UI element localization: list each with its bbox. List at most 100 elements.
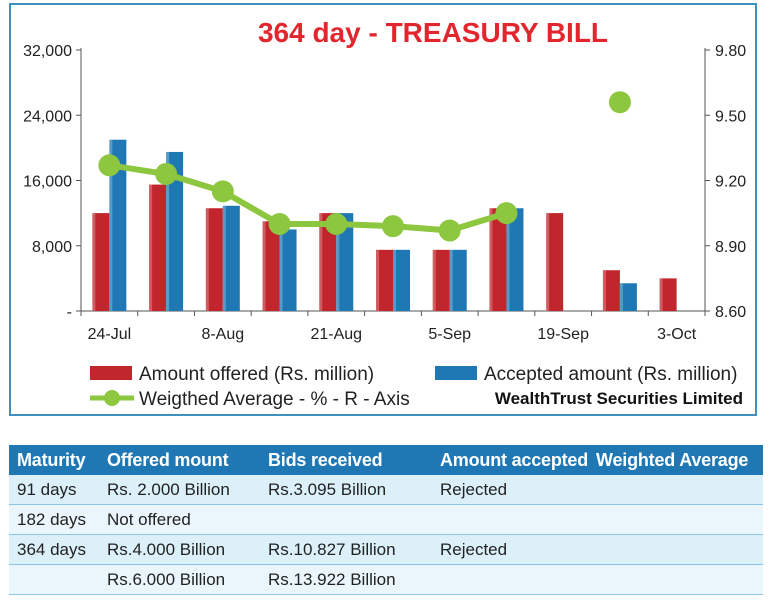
table-cell	[260, 504, 432, 535]
table-header-cell: Offered mount	[107, 449, 229, 470]
bar-amount-offered	[262, 221, 280, 311]
bar-highlight	[262, 221, 266, 311]
table-cell: Not offered	[99, 504, 260, 535]
weighted-average-point	[155, 162, 178, 185]
left-axis-tick-label: -	[67, 304, 72, 321]
bar-highlight	[109, 139, 113, 311]
table-body: 91 days Rs. 2.000 Billion Rs.3.095 Billion…	[9, 475, 763, 595]
bar-highlight	[432, 249, 436, 311]
right-axis-tick-label: 8.90	[715, 239, 746, 256]
weighted-average-point	[268, 213, 291, 235]
right-axis-tick-label: 9.50	[715, 108, 746, 125]
auction-table: Maturity Offered mount Bids received Amount…	[9, 445, 763, 595]
table-header-row: Maturity Offered mount Bids received Amount…	[9, 445, 763, 475]
bar-amount-offered	[149, 184, 167, 311]
bar-highlight	[449, 249, 453, 311]
bar-accepted-amount	[506, 208, 524, 311]
bar-highlight	[393, 249, 396, 311]
treasury-bill-chart: 364 day - TREASURY BILL - 8,000 16,000 24,0…	[23, 17, 746, 410]
chart-panel: 364 day - TREASURY BILL - 8,000 16,000 24,0…	[9, 3, 757, 416]
table-header-cell: Maturity	[17, 449, 86, 470]
chart-bars	[92, 139, 677, 311]
bar-highlight	[222, 205, 226, 311]
table-cell	[9, 564, 99, 595]
bar-amount-offered	[92, 213, 110, 311]
table-cell: Rs.6.000 Billion	[99, 564, 260, 595]
bar-highlight	[659, 278, 663, 311]
left-axis-tick-label: 32,000	[23, 43, 72, 60]
bar-highlight	[376, 249, 379, 311]
right-axis-tick-label: 8.60	[715, 304, 746, 321]
weighted-average-point	[211, 180, 234, 203]
x-axis-tick-label: 8-Aug	[201, 326, 244, 343]
table-cell	[588, 564, 763, 595]
bar-highlight	[336, 213, 340, 311]
table-row: Rs.6.000 Billion Rs.13.922 Billion	[9, 564, 763, 595]
right-axis-tick-label: 9.80	[715, 43, 746, 60]
weighted-average-point	[98, 154, 121, 177]
legend-label-accepted-amount: Accepted amount (Rs. million)	[484, 364, 737, 385]
table-cell	[588, 504, 763, 535]
table-header-cell: Bids received	[268, 449, 383, 470]
chart-legend: Amount offered (Rs. million) Accepted amo…	[90, 364, 737, 410]
bar-amount-offered	[659, 278, 677, 311]
bar-highlight	[92, 213, 96, 311]
x-axis-tick-label: 3-Oct	[657, 326, 697, 343]
bar-highlight	[489, 208, 493, 311]
bar-accepted-amount	[109, 139, 127, 311]
table-cell: Rs.4.000 Billion	[99, 534, 260, 565]
bar-highlight	[546, 213, 550, 311]
bar-amount-offered	[489, 208, 507, 311]
bar-highlight	[619, 283, 623, 311]
table-cell: Rs. 2.000 Billion	[99, 475, 260, 505]
bar-amount-offered	[432, 249, 450, 311]
x-axis-tick-label: 21-Aug	[310, 326, 362, 343]
bar-amount-offered	[376, 249, 393, 311]
table-header-cell: Amount accepted	[440, 449, 588, 470]
table-cell: Rs.10.827 Billion	[260, 534, 432, 565]
table-cell: 182 days	[9, 504, 99, 535]
bar-accepted-amount	[619, 283, 637, 311]
auction-table-panel: Maturity Offered mount Bids received Amount…	[9, 445, 763, 595]
bar-amount-offered	[319, 213, 337, 311]
table-row: 91 days Rs. 2.000 Billion Rs.3.095 Billion…	[9, 475, 763, 505]
table-cell: Rejected	[432, 475, 588, 505]
chart-title: 364 day - TREASURY BILL	[258, 17, 608, 48]
left-axis-tick-label: 24,000	[23, 108, 72, 125]
legend-swatch-weighted-point	[104, 390, 120, 406]
table-cell: 364 days	[9, 534, 99, 565]
bar-accepted-amount	[449, 249, 467, 311]
bar-highlight	[506, 208, 510, 311]
bar-accepted-amount	[279, 229, 297, 311]
bar-accepted-amount	[166, 151, 184, 311]
left-axis-tick-label: 8,000	[32, 239, 72, 256]
bar-accepted-amount	[393, 249, 410, 311]
legend-swatch-amount-offered	[90, 366, 132, 380]
chart-line	[98, 91, 631, 242]
bar-accepted-amount	[222, 205, 240, 311]
table-cell	[588, 534, 763, 565]
table-cell	[588, 475, 763, 505]
source-label: WealthTrust Securities Limited	[495, 389, 743, 408]
legend-swatch-accepted-amount	[435, 366, 477, 380]
weighted-average-point	[608, 91, 631, 114]
table-cell: Rs.13.922 Billion	[260, 564, 432, 595]
table-cell	[432, 564, 588, 595]
bar-highlight	[205, 208, 209, 311]
bar-highlight	[319, 213, 323, 311]
bar-amount-offered	[546, 213, 564, 311]
table-cell	[432, 504, 588, 535]
table-row: 364 days Rs.4.000 Billion Rs.10.827 Billio…	[9, 534, 763, 565]
legend-label-weighted-average: Weigthed Average - % - R - Axis	[139, 389, 410, 410]
weighted-average-point	[495, 202, 518, 225]
weighted-average-point	[325, 213, 348, 235]
bar-highlight	[602, 270, 606, 311]
bar-amount-offered	[205, 208, 223, 311]
legend-label-amount-offered: Amount offered (Rs. million)	[139, 364, 374, 385]
x-axis-tick-label: 19-Sep	[537, 326, 589, 343]
right-axis-tick-label: 9.20	[715, 174, 746, 191]
table-cell: Rejected	[432, 534, 588, 565]
left-axis-tick-label: 16,000	[23, 174, 72, 191]
table-cell: Rs.3.095 Billion	[260, 475, 432, 505]
bar-highlight	[279, 229, 283, 311]
